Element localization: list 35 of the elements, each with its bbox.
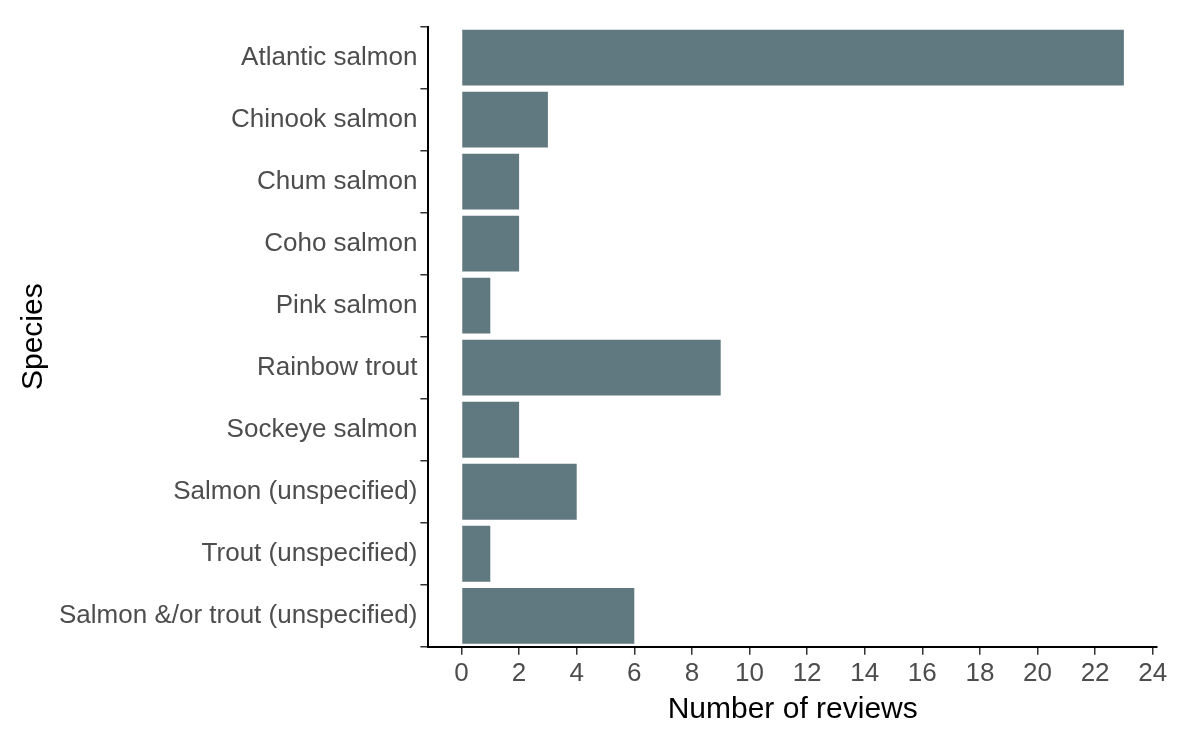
bar	[462, 587, 635, 644]
x-tick-label: 0	[454, 656, 469, 687]
x-tick-label: 8	[684, 656, 700, 687]
y-tick-label: Atlantic salmon	[241, 40, 418, 71]
x-tick-label: 14	[850, 656, 880, 687]
y-tick-label: Trout (unspecified)	[201, 536, 418, 567]
x-tick-label: 10	[735, 656, 764, 687]
x-tick-label: 12	[792, 656, 822, 687]
bar	[462, 401, 520, 458]
x-tick-label: 24	[1138, 656, 1168, 687]
y-tick-label: Salmon &/or trout (unspecified)	[59, 598, 418, 629]
bar	[462, 215, 520, 272]
bar	[462, 463, 577, 520]
bar	[462, 153, 520, 210]
y-tick-label: Sockeye salmon	[226, 412, 418, 443]
x-tick-label: 16	[907, 656, 937, 687]
y-tick-label: Rainbow trout	[256, 350, 419, 381]
bar	[462, 525, 491, 582]
y-tick-label: Chinook salmon	[230, 102, 418, 133]
x-axis-title: Number of reviews	[667, 691, 918, 725]
y-tick-label: Coho salmon	[264, 226, 418, 257]
y-tick-label: Pink salmon	[275, 288, 418, 319]
y-tick-label: Chum salmon	[256, 164, 418, 195]
x-tick-label: 20	[1023, 656, 1052, 687]
x-tick-label: 2	[511, 656, 527, 687]
x-tick-label: 6	[627, 656, 642, 687]
y-tick-label: Salmon (unspecified)	[173, 474, 418, 505]
y-axis-title: Species	[15, 283, 49, 391]
x-tick-label: 22	[1080, 656, 1110, 687]
x-tick-label: 4	[569, 656, 584, 687]
bar	[462, 29, 1124, 86]
bar	[462, 339, 721, 396]
bar	[462, 91, 548, 148]
bar	[462, 277, 491, 334]
x-tick-label: 18	[965, 656, 995, 687]
